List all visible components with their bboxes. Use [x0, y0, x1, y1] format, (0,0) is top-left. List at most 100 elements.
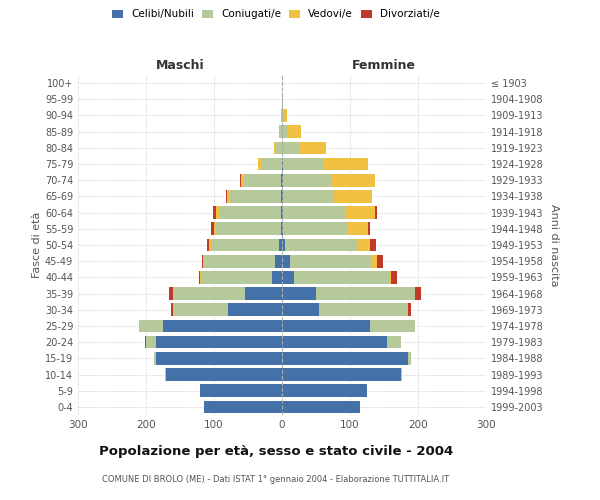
Bar: [204, 255, 275, 268]
Text: COMUNE DI BROLO (ME) - Dati ISTAT 1° gennaio 2004 - Elaborazione TUTTITALIA.IT: COMUNE DI BROLO (ME) - Dati ISTAT 1° gen…: [103, 475, 449, 484]
Bar: [372, 255, 377, 268]
Text: Femmine: Femmine: [352, 59, 416, 72]
Bar: [214, 222, 216, 235]
Bar: [282, 255, 290, 268]
Bar: [262, 158, 282, 170]
Bar: [199, 271, 200, 283]
Bar: [282, 109, 283, 122]
Bar: [165, 368, 166, 381]
Bar: [163, 320, 282, 332]
Bar: [282, 93, 283, 106]
Bar: [286, 238, 357, 252]
Bar: [357, 238, 370, 252]
Bar: [388, 336, 401, 348]
Bar: [282, 158, 283, 170]
Bar: [216, 222, 281, 235]
Bar: [334, 190, 372, 202]
Bar: [274, 142, 275, 154]
Bar: [166, 368, 282, 381]
Bar: [389, 271, 391, 283]
Bar: [257, 158, 258, 170]
Bar: [279, 126, 282, 138]
Bar: [146, 336, 156, 348]
Bar: [283, 174, 331, 186]
Bar: [201, 271, 272, 283]
Bar: [372, 190, 373, 202]
Bar: [415, 288, 421, 300]
Bar: [375, 206, 377, 219]
Bar: [240, 174, 241, 186]
Bar: [344, 206, 375, 219]
Bar: [282, 238, 286, 252]
Bar: [281, 206, 282, 219]
Bar: [282, 352, 408, 364]
Bar: [139, 320, 163, 332]
Bar: [241, 174, 244, 186]
Bar: [278, 238, 282, 252]
Bar: [408, 304, 409, 316]
Bar: [282, 384, 367, 397]
Bar: [331, 174, 375, 186]
Bar: [154, 352, 156, 364]
Bar: [282, 271, 294, 283]
Bar: [370, 320, 415, 332]
Bar: [377, 255, 383, 268]
Bar: [227, 304, 282, 316]
Bar: [258, 158, 262, 170]
Bar: [281, 174, 282, 186]
Bar: [408, 352, 411, 364]
Bar: [370, 238, 376, 252]
Bar: [323, 158, 368, 170]
Bar: [282, 400, 360, 413]
Bar: [282, 126, 287, 138]
Bar: [171, 304, 173, 316]
Y-axis label: Fasce di età: Fasce di età: [32, 212, 42, 278]
Bar: [214, 206, 216, 219]
Bar: [272, 271, 282, 283]
Bar: [409, 304, 411, 316]
Bar: [209, 238, 211, 252]
Bar: [220, 206, 281, 219]
Bar: [299, 142, 326, 154]
Y-axis label: Anni di nascita: Anni di nascita: [549, 204, 559, 286]
Text: Maschi: Maschi: [155, 59, 205, 72]
Bar: [203, 255, 204, 268]
Bar: [275, 142, 282, 154]
Bar: [368, 222, 370, 235]
Bar: [319, 304, 408, 316]
Bar: [283, 190, 334, 202]
Bar: [282, 142, 299, 154]
Bar: [244, 174, 281, 186]
Bar: [230, 190, 281, 202]
Bar: [156, 336, 282, 348]
Bar: [169, 288, 173, 300]
Bar: [145, 336, 146, 348]
Bar: [287, 126, 301, 138]
Legend: Celibi/Nubili, Coniugati/e, Vedovi/e, Divorziati/e: Celibi/Nubili, Coniugati/e, Vedovi/e, Di…: [108, 5, 444, 24]
Bar: [283, 158, 323, 170]
Bar: [204, 400, 282, 413]
Bar: [281, 109, 282, 122]
Bar: [216, 206, 220, 219]
Bar: [200, 384, 282, 397]
Bar: [294, 271, 389, 283]
Bar: [316, 288, 415, 300]
Bar: [391, 271, 397, 283]
Bar: [275, 255, 282, 268]
Bar: [348, 222, 368, 235]
Bar: [245, 288, 282, 300]
Bar: [282, 368, 401, 381]
Bar: [211, 222, 214, 235]
Bar: [173, 304, 227, 316]
Bar: [401, 368, 403, 381]
Bar: [283, 222, 348, 235]
Bar: [173, 288, 245, 300]
Bar: [282, 206, 283, 219]
Bar: [211, 238, 278, 252]
Bar: [156, 352, 282, 364]
Bar: [282, 304, 319, 316]
Bar: [202, 255, 203, 268]
Bar: [290, 255, 372, 268]
Bar: [200, 271, 201, 283]
Bar: [281, 190, 282, 202]
